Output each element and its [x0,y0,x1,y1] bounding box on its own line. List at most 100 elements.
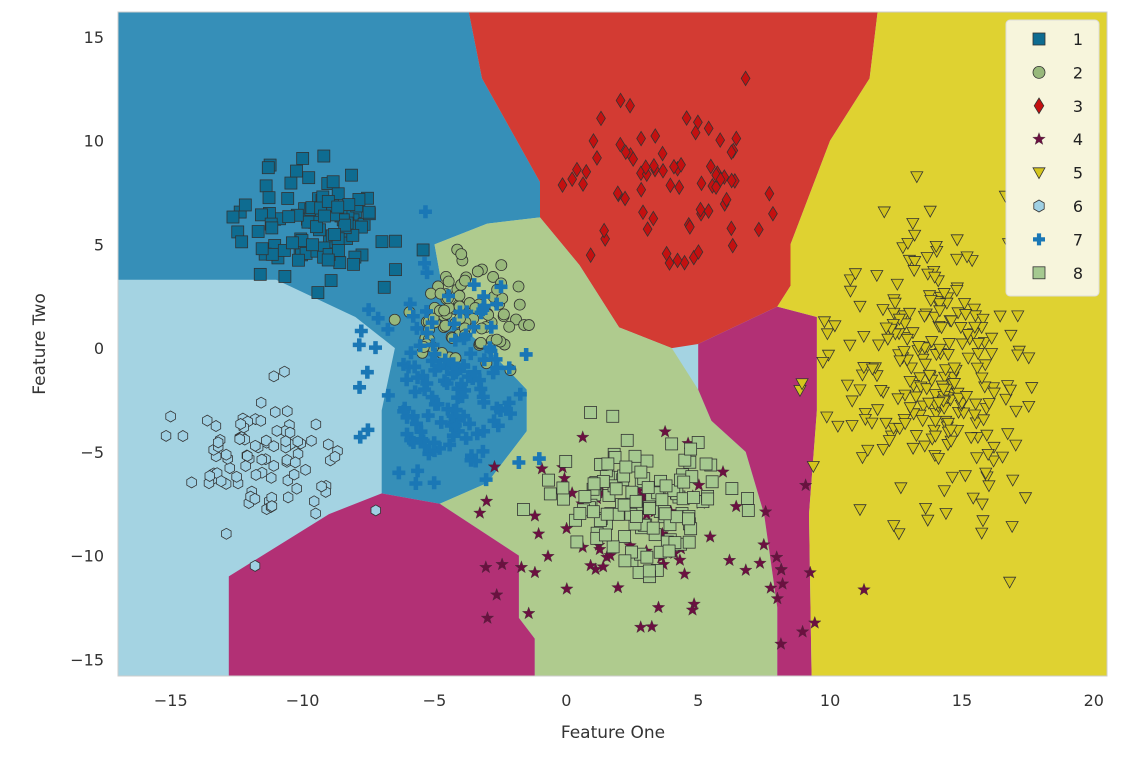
point-series-8 [634,465,648,479]
point-series-2 [497,308,510,321]
point-series-7 [420,377,434,391]
point-series-5 [961,352,975,365]
point-series-4 [774,562,788,576]
point-series-5 [1005,521,1019,534]
point-series-5 [1003,384,1018,397]
legend-marker-8 [1032,266,1046,280]
point-series-5 [987,441,1001,454]
point-series-5 [918,502,933,515]
point-series-5 [932,298,947,311]
point-series-8 [620,433,634,447]
point-series-5 [901,238,915,251]
point-series-7 [477,290,491,304]
point-series-5 [909,430,924,443]
point-series-4 [775,576,790,590]
point-series-8 [682,535,696,549]
point-series-7 [447,317,461,331]
point-series-7 [408,360,422,374]
point-series-4 [722,553,737,567]
point-series-7 [494,280,508,294]
point-series-4 [692,478,706,491]
series-7 [352,205,546,491]
point-series-1 [282,210,296,224]
point-series-7 [456,358,470,372]
point-series-4 [489,587,504,601]
legend-label-7: 7 [1073,230,1083,249]
point-series-7 [418,256,432,270]
point-series-4 [687,597,701,610]
point-series-7 [369,341,383,355]
point-series-1 [292,253,305,267]
point-series-5 [950,253,964,266]
point-series-7 [467,320,481,334]
point-series-5 [980,429,994,442]
point-series-5 [999,393,1013,406]
point-series-3 [690,124,701,141]
point-series-1 [281,192,295,205]
point-series-7 [434,415,448,429]
point-series-1 [278,270,292,283]
point-series-7 [448,418,462,432]
point-series-5 [917,310,932,323]
point-series-5 [982,398,996,411]
point-series-5 [891,393,905,406]
point-series-7 [451,424,465,438]
point-series-6 [177,430,189,442]
point-series-5 [922,397,936,410]
point-series-7 [406,309,420,323]
point-series-6 [186,476,197,489]
point-series-5 [975,498,989,511]
point-series-6 [268,370,280,383]
point-series-7 [413,339,427,353]
point-series-8 [670,510,683,524]
point-series-4 [473,506,487,519]
point-series-8 [556,481,570,495]
point-series-3 [599,222,610,239]
point-series-3 [768,205,778,222]
point-series-7 [432,359,446,373]
point-series-4 [685,602,700,616]
point-series-2 [453,289,466,302]
point-series-5 [1009,439,1023,452]
point-series-4 [716,464,730,478]
point-series-7 [354,324,368,338]
point-series-5 [902,307,917,320]
point-series-6 [221,448,232,461]
point-series-3 [657,145,668,162]
point-series-6 [240,460,251,472]
point-series-7 [441,289,455,303]
point-series-1 [318,209,331,223]
point-series-5 [879,417,893,430]
point-series-4 [528,565,542,579]
point-series-5 [843,274,858,287]
point-series-2 [512,280,525,293]
point-series-5 [982,480,996,493]
legend: 1 2 3 4 5 6 7 8 [1005,19,1100,297]
point-series-8 [678,453,692,467]
point-series-7 [371,311,385,325]
point-series-6 [210,420,222,432]
point-series-4 [593,542,607,556]
point-series-3 [649,157,659,174]
point-series-5 [958,470,973,483]
point-series-8 [646,521,660,535]
point-series-8 [725,482,739,495]
point-series-5 [857,330,871,344]
point-series-3 [578,176,588,193]
point-series-4 [541,549,555,563]
point-series-4 [677,567,692,580]
point-series-5 [892,528,906,541]
point-series-7 [404,433,418,447]
point-series-5 [978,381,992,394]
point-series-2 [438,304,451,317]
point-series-8 [609,482,623,496]
point-series-7 [477,424,491,438]
point-series-5 [881,333,895,346]
point-series-1 [265,221,279,235]
point-series-8 [557,492,570,506]
point-series-5 [887,307,901,320]
point-series-6 [224,462,236,475]
point-series-1 [317,149,331,163]
point-series-8 [641,481,655,495]
